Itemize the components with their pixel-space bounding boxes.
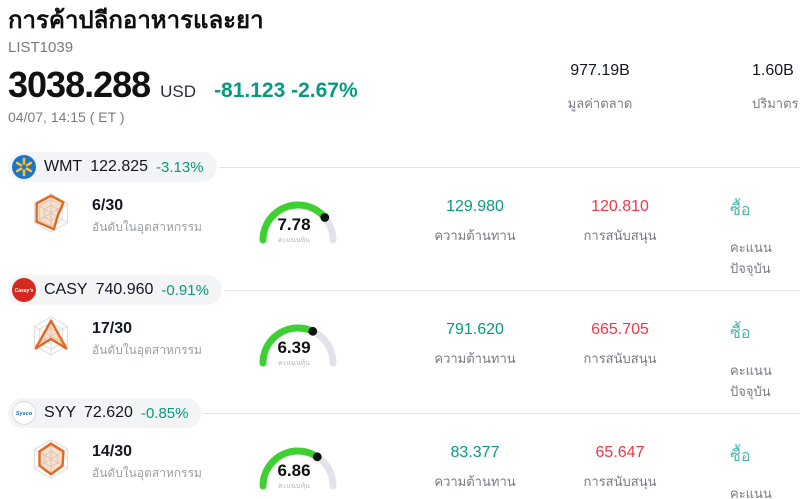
buy-signal: ซื้อ [730, 202, 751, 219]
currency-label: USD [160, 82, 197, 101]
stock-symbol: WMT [44, 158, 83, 175]
list-id: LIST1039 [8, 39, 74, 56]
row-divider [218, 166, 800, 168]
support-value: 120.810 [591, 198, 649, 215]
resistance-column: 129.980 ความต้านทาน [408, 198, 542, 246]
support-column: 120.810 การสนับสนุน [553, 198, 687, 246]
market-cap-value: 977.19B [570, 62, 630, 79]
rank-value: 17/30 [92, 320, 133, 337]
score-gauge: 6.39 คะแนนหุ้น [252, 311, 344, 371]
caseys-logo-icon: Casey's [12, 278, 36, 302]
gauge-score: 6.86 [277, 461, 311, 480]
pill-row: WMT 122.825 -3.13% [8, 152, 800, 182]
support-value: 65.647 [595, 444, 645, 461]
stock-symbol: CASY [44, 281, 88, 298]
signal-column: ซื้อ คะแนนปัจจุบัน [730, 321, 800, 402]
rank-label: อันดับในอุตสาหกรรม [92, 343, 202, 357]
rank-label: อันดับในอุตสาหกรรม [92, 220, 202, 234]
rank-label: อันดับในอุตสาหกรรม [92, 466, 202, 480]
stock-details: 17/30 อันดับในอุตสาหกรรม 6.39 คะแนนหุ้น … [8, 305, 800, 399]
stock-symbol: SYY [44, 404, 77, 421]
support-column: 65.647 การสนับสนุน [553, 444, 687, 492]
support-label: การสนับสนุน [583, 228, 657, 243]
support-value: 665.705 [591, 321, 649, 338]
quote-datetime: 04/07, 14:15 ( ET ) [8, 109, 125, 125]
symbol-pill-syy[interactable]: Sysco SYY 72.620 -0.85% [8, 398, 202, 428]
gauge-score: 7.78 [277, 215, 311, 234]
current-score-label: คะแนนปัจจุบัน [730, 486, 772, 499]
page-title: การค้าปลีกอาหารและยา [8, 7, 264, 34]
resistance-column: 791.620 ความต้านทาน [408, 321, 542, 369]
stock-change: -0.85% [140, 404, 189, 422]
industry-rank: 6/30 อันดับในอุตสาหกรรม [92, 197, 202, 237]
volume-stat: 1.60B ปริมาตร [752, 62, 800, 114]
score-gauge: 7.78 คะแนนหุ้น [252, 188, 344, 248]
signal-column: ซื้อ คะแนนปัจจุบัน [730, 444, 800, 499]
index-price: 3038.288 [8, 64, 151, 105]
score-gauge: 6.86 คะแนนหุ้น [252, 434, 344, 494]
radar-chart-icon[interactable] [28, 313, 74, 364]
resistance-label: ความต้านทาน [434, 351, 516, 366]
row-divider [223, 289, 800, 291]
stock-row-casy: Casey's CASY 740.960 -0.91% 17/30 อันดับ… [0, 269, 800, 399]
current-score-label: คะแนนปัจจุบัน [730, 240, 772, 276]
rank-value: 14/30 [92, 443, 133, 460]
resistance-value: 791.620 [446, 321, 504, 338]
index-change: -81.123 -2.67% [214, 79, 358, 102]
pill-row: Sysco SYY 72.620 -0.85% [8, 398, 800, 428]
current-score-label: คะแนนปัจจุบัน [730, 363, 772, 399]
signal-column: ซื้อ คะแนนปัจจุบัน [730, 198, 800, 279]
radar-chart-icon[interactable] [28, 190, 74, 241]
gauge-label: คะแนนหุ้น [278, 483, 310, 490]
market-cap-stat: 977.19B มูลค่าตลาด [540, 62, 660, 114]
resistance-column: 83.377 ความต้านทาน [408, 444, 542, 492]
stock-change: -3.13% [156, 158, 204, 176]
gauge-label: คะแนนหุ้น [278, 237, 310, 244]
stock-details: 14/30 อันดับในอุตสาหกรรม 6.86 คะแนนหุ้น … [8, 428, 800, 499]
resistance-label: ความต้านทาน [434, 474, 516, 489]
gauge-score: 6.39 [277, 338, 311, 357]
market-cap-label: มูลค่าตลาด [567, 96, 633, 111]
support-label: การสนับสนุน [583, 351, 657, 366]
stock-price: 740.960 [95, 281, 154, 298]
header: การค้าปลีกอาหารและยา LIST1039 3038.288 U… [0, 0, 800, 146]
gauge-label: คะแนนหุ้น [278, 360, 310, 367]
svg-text:Casey's: Casey's [15, 288, 34, 294]
stock-price: 122.825 [90, 158, 149, 175]
stock-price: 72.620 [84, 404, 133, 421]
svg-text:Sysco: Sysco [16, 411, 33, 417]
stock-change: -0.91% [161, 281, 209, 299]
industry-rank: 14/30 อันดับในอุตสาหกรรม [92, 443, 202, 483]
buy-signal: ซื้อ [730, 448, 751, 465]
resistance-value: 129.980 [446, 198, 504, 215]
row-divider [203, 412, 800, 414]
buy-signal: ซื้อ [730, 325, 751, 342]
rank-value: 6/30 [92, 197, 124, 214]
walmart-logo-icon [12, 155, 36, 179]
volume-label: ปริมาตร [752, 96, 799, 111]
resistance-label: ความต้านทาน [434, 228, 516, 243]
pill-row: Casey's CASY 740.960 -0.91% [8, 275, 800, 305]
symbol-pill-casy[interactable]: Casey's CASY 740.960 -0.91% [8, 275, 222, 305]
support-label: การสนับสนุน [583, 474, 657, 489]
stock-row-syy: Sysco SYY 72.620 -0.85% 14/30 อันดับในอุ… [0, 392, 800, 499]
support-column: 665.705 การสนับสนุน [553, 321, 687, 369]
stock-details: 6/30 อันดับในอุตสาหกรรม 7.78 คะแนนหุ้น 1… [8, 182, 800, 276]
symbol-pill-wmt[interactable]: WMT 122.825 -3.13% [8, 152, 217, 182]
volume-value: 1.60B [752, 62, 794, 79]
industry-rank: 17/30 อันดับในอุตสาหกรรม [92, 320, 202, 360]
resistance-value: 83.377 [450, 444, 500, 461]
sysco-logo-icon: Sysco [12, 401, 36, 425]
stock-row-wmt: WMT 122.825 -3.13% 6/30 อันดับในอุตสาหกร… [0, 146, 800, 276]
price-row: 3038.288 USD -81.123 -2.67% [8, 64, 800, 106]
radar-chart-icon[interactable] [28, 436, 74, 487]
